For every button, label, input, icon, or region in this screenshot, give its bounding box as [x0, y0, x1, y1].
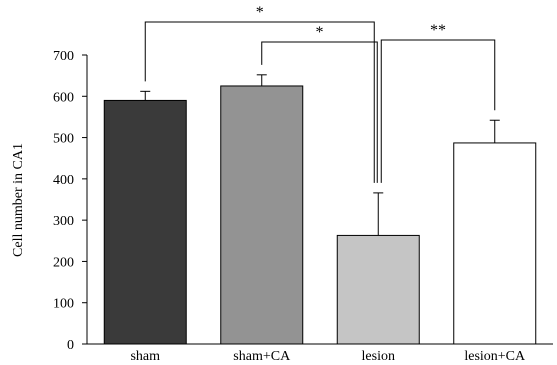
- y-tick-label: 400: [53, 173, 74, 188]
- bar-lesion: [336, 234, 420, 345]
- y-ticks: 0 100 200 300 400 500 600 700: [53, 49, 87, 353]
- error-bars: [140, 74, 500, 236]
- bars: [103, 85, 537, 345]
- significance-brackets: ** **: [144, 4, 496, 183]
- significance-bracket: [144, 21, 375, 183]
- significance-label: *: [256, 4, 264, 21]
- y-tick-label: 300: [53, 214, 74, 229]
- y-tick-label: 600: [53, 90, 74, 105]
- x-tick-label: lesion: [362, 349, 395, 364]
- x-tick-label: lesion+CA: [464, 349, 526, 364]
- bar-lesion-plus-CA: [453, 142, 537, 345]
- significance-bracket: [261, 41, 378, 183]
- x-tick-label: sham+CA: [233, 349, 291, 364]
- x-tick-label: sham: [130, 349, 160, 364]
- bar-sham: [103, 99, 187, 345]
- x-tick-labels: sham sham+CA lesion lesion+CA: [130, 349, 526, 364]
- y-tick-label: 0: [67, 338, 74, 353]
- y-tick-label: 700: [53, 49, 74, 64]
- bar-sham-plus-CA: [220, 85, 304, 345]
- significance-label: **: [430, 22, 446, 39]
- y-tick-label: 500: [53, 132, 74, 147]
- significance-label: *: [316, 24, 324, 41]
- y-tick-label: 200: [53, 255, 74, 270]
- significance-bracket: [380, 39, 496, 183]
- y-axis-label: Cell number in CA1: [11, 143, 26, 257]
- y-tick-label: 100: [53, 297, 74, 312]
